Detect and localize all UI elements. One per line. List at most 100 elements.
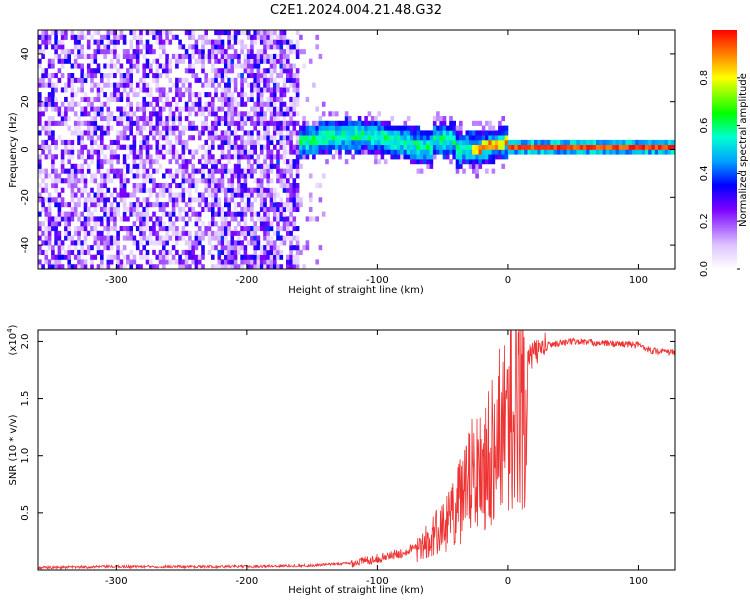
heatmap-cell (41, 178, 45, 184)
heatmap-cell (224, 235, 228, 241)
heatmap-cell (475, 135, 479, 141)
heatmap-cell (168, 63, 173, 69)
heatmap-cell (276, 39, 280, 45)
heatmap-cell (485, 130, 489, 136)
heatmap-cell (622, 139, 626, 145)
heatmap-cell (116, 135, 120, 141)
heatmap-cell (129, 206, 133, 212)
heatmap-cell (207, 187, 212, 193)
heatmap-cell (478, 135, 483, 141)
heatmap-cell (321, 101, 326, 107)
heatmap-cell (227, 58, 231, 64)
heatmap-cell (341, 120, 346, 126)
heatmap-cell (266, 235, 270, 241)
heatmap-cell (256, 77, 261, 83)
heatmap-cell (243, 235, 248, 241)
heatmap-cell (119, 192, 124, 198)
heatmap-cell (397, 125, 401, 131)
heatmap-cell (341, 139, 346, 145)
heatmap-cell (70, 34, 75, 40)
heatmap-cell (269, 206, 274, 212)
heatmap-cell (38, 159, 42, 165)
heatmap-cell (145, 249, 150, 255)
heatmap-cell (485, 120, 489, 126)
heatmap-cell (90, 264, 94, 269)
heatmap-cell (259, 183, 264, 189)
heatmap-cell (295, 120, 300, 126)
heatmap-cell (77, 120, 81, 126)
heatmap-cell (54, 106, 58, 112)
heatmap-cell (211, 221, 215, 227)
heatmap-cell (60, 149, 65, 155)
heatmap-cell (67, 154, 71, 160)
heatmap-cell (612, 139, 616, 145)
heatmap-cell (266, 187, 270, 193)
heatmap-cell (145, 221, 150, 227)
heatmap-cell (295, 173, 300, 179)
heatmap-cell (315, 34, 319, 40)
heatmap-cell (256, 254, 261, 260)
heatmap-cell (178, 235, 182, 241)
heatmap-cell (498, 154, 502, 160)
heatmap-cell (276, 125, 280, 131)
heatmap-cell (279, 154, 284, 160)
heatmap-cell (318, 245, 323, 251)
heatmap-cell (393, 135, 398, 141)
heatmap-cell (184, 106, 189, 112)
heatmap-cell (47, 92, 52, 98)
heatmap-cell (318, 197, 323, 203)
heatmap-cell (51, 221, 55, 227)
heatmap-cell (191, 206, 195, 212)
heatmap-cell (233, 240, 238, 246)
heatmap-cell (295, 183, 300, 189)
heatmap-cell (325, 159, 329, 165)
heatmap-cell (47, 230, 52, 236)
heatmap-cell (165, 34, 169, 40)
heatmap-cell (80, 44, 84, 50)
heatmap-cell (145, 73, 150, 79)
heatmap-cell (605, 139, 610, 145)
heatmap-cell (158, 92, 163, 98)
heatmap-cell (566, 139, 571, 145)
heatmap-cell (455, 125, 460, 131)
heatmap-cell (207, 92, 212, 98)
heatmap-cell (132, 58, 137, 64)
heatmap-cell (93, 178, 98, 184)
heatmap-cell (230, 34, 235, 40)
heatmap-cell (256, 245, 261, 251)
heatmap-cell (67, 116, 71, 122)
heatmap-cell (51, 101, 55, 107)
heatmap-cell (253, 116, 257, 122)
heatmap-cell (289, 245, 293, 251)
heatmap-cell (240, 96, 244, 102)
heatmap-cell (429, 135, 434, 141)
heatmap-cell (256, 49, 261, 55)
heatmap-cell (67, 149, 71, 155)
heatmap-cell (86, 192, 91, 198)
heatmap-cell (246, 173, 251, 179)
heatmap-cell (135, 245, 140, 251)
heatmap-cell (253, 226, 257, 232)
heatmap-cell (191, 183, 195, 189)
heatmap-cell (139, 139, 143, 145)
heatmap-cell (527, 149, 532, 155)
heatmap-cell (106, 211, 111, 217)
heatmap-cell (129, 39, 133, 45)
heatmap-cell (273, 240, 277, 246)
heatmap-cell (498, 130, 502, 136)
heatmap-cell (90, 226, 94, 232)
heatmap-cell (485, 135, 489, 141)
heatmap-cell (246, 154, 251, 160)
heatmap-cell (250, 116, 254, 122)
heatmap-cell (364, 149, 368, 155)
heatmap-cell (194, 125, 199, 131)
heatmap-cell (93, 120, 98, 126)
heatmap-cell (109, 192, 114, 198)
heatmap-cell (171, 245, 176, 251)
heatmap-cell (145, 139, 150, 145)
heatmap-cell (100, 49, 104, 55)
heatmap-cell (618, 139, 623, 145)
heatmap-cell (269, 259, 274, 265)
heatmap-cell (132, 120, 137, 126)
heatmap-cell (44, 211, 49, 217)
